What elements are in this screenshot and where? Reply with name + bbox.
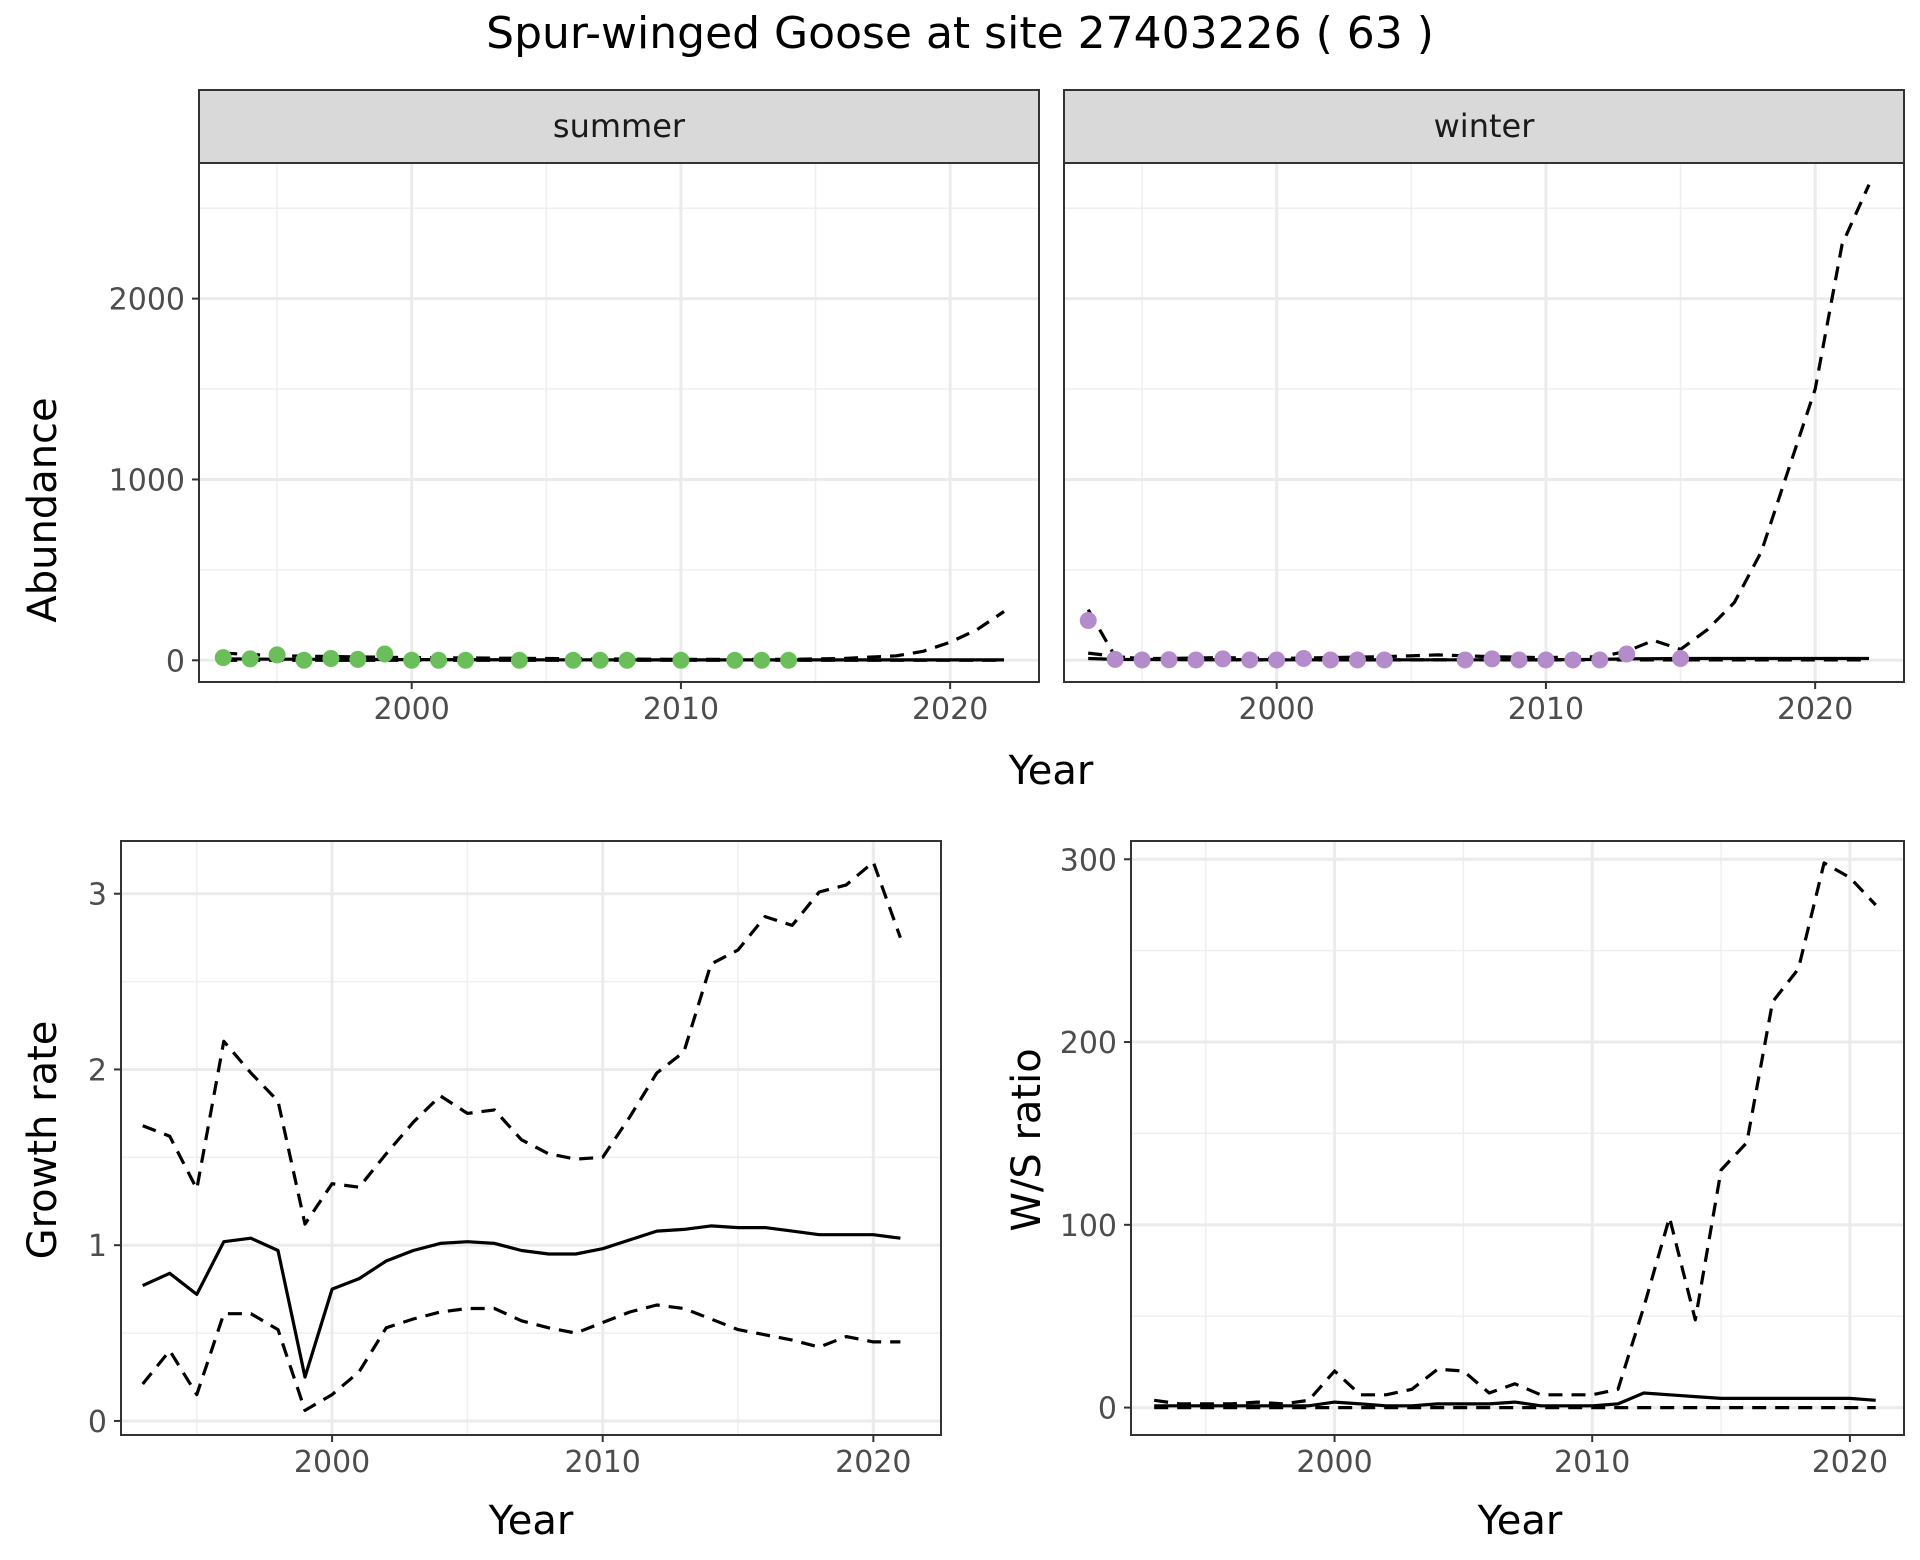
winter-observed-point [1106,650,1124,668]
summer-observed-point [295,651,313,669]
ratio-y-tick-label: 0 [1098,1392,1117,1427]
growth-upper-bound-line [142,860,902,1226]
abundance-summer-plot-background [199,163,1039,682]
abundance-summer-x-tick-label: 2010 [643,692,719,727]
facet-strip-winter [1063,89,1905,164]
summer-observed-point [241,650,259,668]
abundance-summer-y-tick-label: 2000 [109,283,185,318]
abundance-y-axis-title: Abundance [20,397,66,622]
summer-observed-point [322,649,340,667]
winter-observed-point [1672,649,1690,667]
summer-observed-point [457,651,475,669]
abundance-winter-panel-border [1063,162,1905,683]
growth-lower-bound-line [141,1303,901,1412]
abundance-winter-x-tick-label: 2020 [1777,692,1853,727]
growth-y-tick-label: 3 [88,878,107,913]
abundance-summer-x-tick-label: 2020 [912,692,988,727]
summer-observed-point [349,650,367,668]
growth-plot-background [121,841,941,1435]
facet-strip-winter-label: winter [1434,107,1536,145]
abundance-winter-x-tick-label: 2010 [1508,692,1584,727]
winter-observed-point [1537,651,1555,669]
abundance-summer-panel-border [198,162,1040,683]
winter-observed-point [1241,651,1259,669]
growth-panel-border [120,840,942,1436]
ratio-x-tick-label: 2000 [1296,1445,1372,1480]
winter-observed-point [1510,651,1528,669]
summer-observed-point [564,651,582,669]
ws-ratio-panel: 2000 2010 2020 0 100 200 300 [1060,840,1905,1480]
growth-y-tick-label: 2 [88,1053,107,1088]
abundance-panel-winter: 2000 2010 2020 [1063,162,1905,727]
ratio-y-tick-label: 100 [1060,1209,1117,1244]
winter-fitted-line [1088,656,1869,662]
winter-observed-point [1214,650,1232,668]
ratio-x-axis-title: Year [1477,1498,1563,1544]
winter-observed-point [1483,650,1501,668]
abundance-summer-x-tick-label: 2000 [374,692,450,727]
abundance-winter-plot-background [1064,163,1904,682]
summer-observed-point [510,651,528,669]
growth-x-tick-label: 2010 [565,1445,641,1480]
winter-observed-point [1160,651,1178,669]
ws-ratio-line [1154,1391,1876,1408]
summer-observed-point [430,651,448,669]
summer-observed-point [753,651,771,669]
ratio-x-tick-label: 2010 [1554,1445,1630,1480]
abundance-winter-x-tick-label: 2000 [1239,692,1315,727]
abundance-summer-y-tick-label: 0 [166,644,185,679]
winter-observed-point [1133,651,1151,669]
winter-observed-point [1295,649,1313,667]
growth-rate-line [142,1224,901,1379]
winter-observed-point [1456,651,1474,669]
ratio-plot-background [1131,841,1904,1435]
facet-strip-summer-label: summer [553,107,686,145]
growth-y-tick-label: 1 [88,1229,107,1264]
ratio-y-axis-title: W/S ratio [1004,1048,1050,1231]
ratio-panel-border [1130,840,1905,1436]
summer-fitted-line [223,657,1004,662]
winter-observed-point [1348,651,1366,669]
summer-observed-point [726,651,744,669]
abundance-panel-summer: 2000 2010 2020 0 1000 2000 [109,162,1040,727]
growth-y-tick-label: 0 [88,1405,107,1440]
summer-observed-point [403,651,421,669]
ws-ratio-upper-bound-line [1153,861,1877,1406]
winter-observed-point [1564,651,1582,669]
figure-title: Spur-winged Goose at site 27403226 ( 63 … [486,8,1434,59]
abundance-summer-y-tick-label: 1000 [109,463,185,498]
summer-observed-point [780,651,798,669]
summer-observed-point [214,649,232,667]
summer-observed-point [591,651,609,669]
growth-rate-panel: 2000 2010 2020 0 1 2 3 [88,840,942,1480]
ratio-y-tick-label: 200 [1060,1026,1117,1061]
ratio-y-tick-label: 300 [1060,843,1117,878]
summer-observed-point [672,651,690,669]
growth-x-tick-label: 2020 [835,1445,911,1480]
ratio-x-tick-label: 2020 [1812,1445,1888,1480]
winter-observed-point [1618,645,1636,663]
winter-observed-point [1375,651,1393,669]
summer-observed-point [376,645,394,663]
winter-observed-point [1079,612,1097,630]
summer-observed-point [618,651,636,669]
growth-x-tick-label: 2000 [294,1445,370,1480]
summer-observed-point [268,646,286,664]
winter-observed-point [1268,651,1286,669]
abundance-x-axis-title: Year [1008,748,1094,794]
facet-strip-summer [198,89,1040,164]
winter-observed-point [1591,651,1609,669]
growth-y-axis-title: Growth rate [20,1021,66,1260]
growth-x-axis-title: Year [488,1498,574,1544]
winter-observed-point [1322,651,1340,669]
winter-observed-point [1187,651,1205,669]
